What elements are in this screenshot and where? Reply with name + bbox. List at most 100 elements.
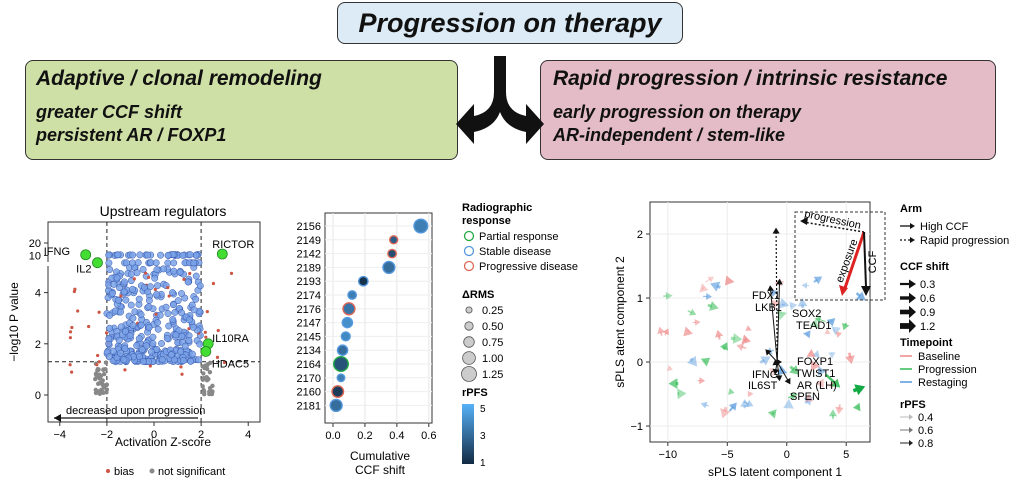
- spls-sample-arrow-head: [665, 292, 673, 300]
- ccf-legend-label: 1.2: [920, 321, 935, 333]
- rapid-panel: Rapid progression / intrinsic resistance…: [540, 60, 996, 160]
- volcano-point-bias: [153, 287, 157, 292]
- spls-sample-arrow-head: [845, 355, 855, 365]
- volcano-point-ns: [95, 366, 100, 372]
- volcano-point-bias: [76, 309, 80, 313]
- loading-ifng: IFNG: [752, 369, 778, 381]
- dotplot-xtick-label: 0.4: [389, 430, 404, 442]
- timepoint-legend-title: Timepoint: [900, 337, 953, 349]
- legend-bias-label: bias: [114, 466, 135, 478]
- spls-sample-arrow-head: [804, 393, 814, 402]
- volcano-ytick-label: 2: [35, 339, 41, 351]
- loading-fdx1: FDX1: [752, 290, 780, 302]
- volcano-point-ns: [200, 384, 205, 389]
- volcano-point: [170, 267, 178, 275]
- ccf-legend-label: 0.6: [920, 293, 935, 305]
- volcano-point-bias: [211, 281, 216, 286]
- volcano-point: [115, 336, 123, 344]
- volcano-xtick-label: −4: [54, 429, 67, 441]
- volcano-point-bias: [96, 353, 100, 358]
- volcano-point: [113, 274, 121, 282]
- volcano-point-bias: [229, 271, 234, 275]
- loading-spen: SPEN: [790, 391, 820, 403]
- volcano-point-bias: [166, 285, 170, 290]
- volcano-point-bias: [68, 336, 72, 340]
- spls-sample-arrow-head: [856, 291, 866, 301]
- dotplot-point: [340, 331, 351, 342]
- spls-loading-arrow-head: [775, 375, 783, 382]
- dotplot-xlabel-1: Cumulative: [350, 449, 410, 463]
- ccf-legend-title: CCF shift: [900, 261, 949, 273]
- volcano-point-bias: [123, 368, 127, 372]
- volcano-axis-break: [42, 262, 52, 266]
- dotplot-point: [357, 275, 369, 287]
- volcano-point-ns: [103, 360, 109, 365]
- dotplot-row-label: 2174: [297, 290, 321, 302]
- dotplot-point: [341, 316, 354, 329]
- volcano-point-bias: [222, 360, 227, 365]
- rapid-line-2: AR-independent / stem-like: [553, 125, 786, 145]
- volcano-point: [144, 251, 152, 259]
- ccf-legend-label: 0.9: [920, 307, 935, 319]
- volcano-point: [187, 357, 195, 365]
- volcano-highlight-point: [80, 249, 92, 261]
- spls-sample-arrow-head: [776, 310, 787, 321]
- volcano-point: [158, 355, 166, 363]
- volcano-point-bias: [167, 294, 171, 298]
- response-legend-title-1: Radiographic: [462, 202, 532, 214]
- volcano-point-bias: [205, 310, 209, 314]
- volcano-highlight-point: [216, 248, 228, 260]
- volcano-point: [133, 269, 141, 277]
- spls-sample-arrow-head: [732, 333, 743, 344]
- volcano-point: [196, 282, 204, 290]
- dotplot-row-label: 2176: [297, 304, 321, 316]
- dotplot-row-label: 2170: [297, 373, 321, 385]
- volcano-point: [129, 314, 137, 322]
- spls-sample-arrow-head: [666, 365, 673, 372]
- volcano-xlabel: Activation Z-score: [115, 435, 211, 449]
- spls-rpfs-08-label: 0.8: [918, 438, 933, 450]
- volcano-point: [192, 295, 200, 303]
- legend-bias-dot: [106, 469, 110, 473]
- volcano-point: [129, 251, 137, 259]
- volcano-point: [131, 308, 139, 316]
- spls-loading-arrow-head: [784, 377, 791, 385]
- volcano-point: [134, 259, 142, 267]
- volcano-point: [195, 356, 202, 364]
- dotplot-row-label: 2145: [297, 331, 321, 343]
- volcano-point: [110, 280, 118, 288]
- dotplot-point: [342, 302, 356, 316]
- volcano-point-label: IL2: [76, 264, 91, 276]
- rpfs-tick-5: 5: [480, 404, 486, 415]
- volcano-point-bias: [179, 365, 183, 369]
- loading-twist1: TWIST1: [795, 368, 835, 380]
- spls-sample-arrow: [804, 399, 809, 405]
- spls-xtick-label: −5: [721, 449, 734, 461]
- volcano-point-bias: [70, 325, 74, 330]
- spls-sample-arrow-head: [813, 276, 823, 285]
- timepoint-restaging-label: Restaging: [918, 377, 968, 389]
- volcano-point: [109, 347, 117, 355]
- dotplot-point: [413, 218, 429, 234]
- volcano-point-bias: [119, 294, 123, 298]
- volcano-point: [151, 274, 159, 282]
- volcano-point: [105, 335, 113, 343]
- volcano-point: [116, 284, 123, 292]
- spls-ylabel: sPLS atent component 2: [613, 256, 627, 388]
- dotplot-point: [347, 290, 358, 300]
- timepoint-baseline-label: Baseline: [918, 351, 960, 363]
- spls-ytick-label: 1: [637, 293, 643, 305]
- volcano-point-bias: [132, 277, 136, 281]
- volcano-point-bias: [87, 324, 91, 329]
- dotplot-xtick-label: 0.0: [325, 430, 340, 442]
- volcano-point: [139, 358, 147, 365]
- spls-sample-arrow-head: [700, 357, 711, 367]
- spls-sample-arrow: [704, 404, 709, 407]
- spls-loading-arrow: [775, 232, 778, 363]
- ccf-legend-symbol-head: [909, 318, 916, 334]
- dotplot-point: [331, 385, 345, 399]
- spls-sample-arrow-head: [797, 298, 808, 307]
- volcano-point-bias: [154, 312, 158, 316]
- spls-sample-arrow-head: [835, 406, 844, 415]
